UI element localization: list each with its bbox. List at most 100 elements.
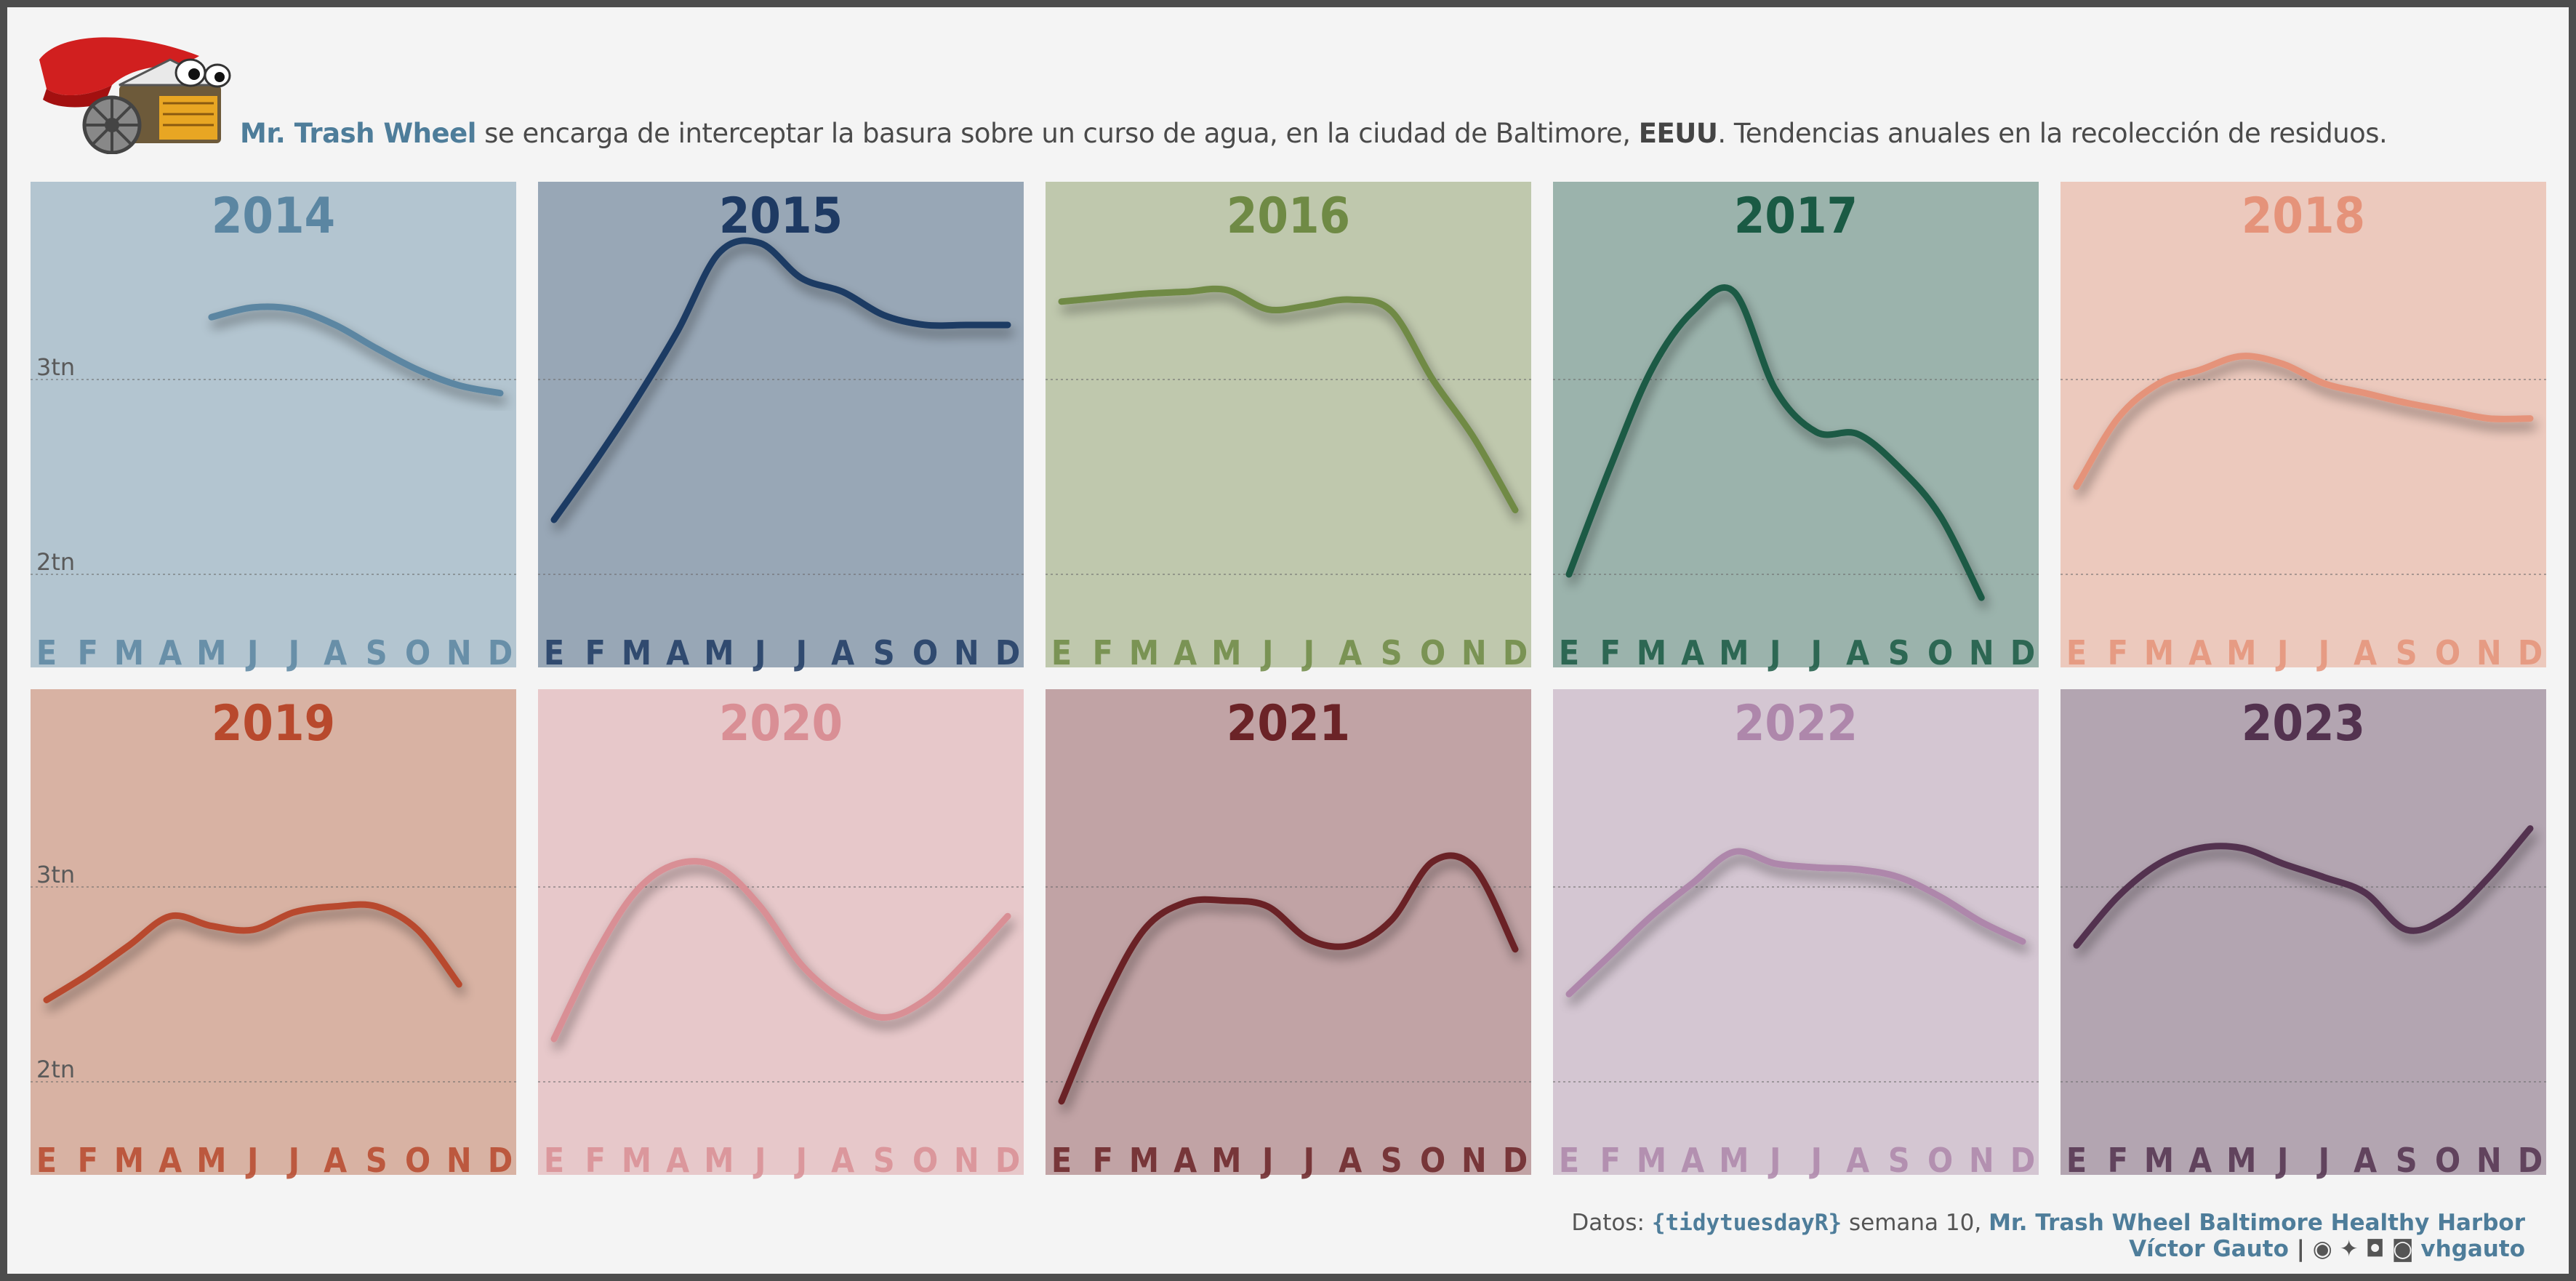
month-label: A xyxy=(2188,1141,2212,1180)
panel-background-2022 xyxy=(1553,689,2039,1175)
month-label: J xyxy=(1768,633,1781,672)
month-label: N xyxy=(2476,633,2502,672)
panel-background-2016 xyxy=(1046,182,1531,667)
month-label: N xyxy=(2476,1141,2502,1180)
series-line-2019 xyxy=(43,901,462,1003)
month-label: S xyxy=(2396,633,2417,672)
month-label: O xyxy=(2435,1141,2460,1180)
month-label: O xyxy=(912,633,938,672)
month-label: F xyxy=(1093,1141,1113,1180)
month-label: A xyxy=(1173,1141,1197,1180)
month-label: J xyxy=(794,1141,807,1180)
year-label-2022: 2022 xyxy=(1734,695,1858,752)
author-handle[interactable]: vhgauto xyxy=(2420,1236,2525,1262)
month-label: F xyxy=(2108,1141,2128,1180)
month-label: E xyxy=(36,1141,57,1180)
month-label: E xyxy=(2066,633,2087,672)
month-label: A xyxy=(1846,633,1869,672)
month-label: A xyxy=(159,633,182,672)
panel-background-2019 xyxy=(31,689,516,1175)
month-label: D xyxy=(995,633,1020,672)
author-name: Víctor Gauto xyxy=(2129,1236,2289,1262)
month-label: M xyxy=(196,633,226,672)
month-label: A xyxy=(159,1141,182,1180)
year-label-2018: 2018 xyxy=(2242,188,2365,245)
month-label: M xyxy=(2226,633,2256,672)
month-label: M xyxy=(1637,633,1666,672)
year-label-2016: 2016 xyxy=(1227,188,1350,245)
month-label: M xyxy=(1129,1141,1159,1180)
month-label: A xyxy=(1339,633,1362,672)
month-label: F xyxy=(1093,633,1113,672)
poster-frame: Mr. Trash Wheel se encarga de intercepta… xyxy=(7,7,2569,1274)
month-label: S xyxy=(873,633,895,672)
panel-background-2023 xyxy=(2061,689,2546,1175)
month-label: D xyxy=(995,1141,1020,1180)
month-label: D xyxy=(1503,633,1528,672)
month-label: J xyxy=(1809,1141,1822,1180)
month-label: E xyxy=(544,1141,564,1180)
month-label: N xyxy=(1461,1141,1487,1180)
brand-name: Mr. Trash Wheel xyxy=(240,118,476,149)
month-label: N xyxy=(1969,1141,1994,1180)
month-label: M xyxy=(1719,633,1749,672)
month-label: J xyxy=(753,1141,766,1180)
caption-line-2: Víctor Gauto | ◉ ✦ ◘ ◙ vhgauto xyxy=(1571,1236,2525,1262)
month-label: S xyxy=(366,1141,388,1180)
month-label: O xyxy=(912,1141,938,1180)
month-label: E xyxy=(1559,633,1579,672)
month-label: A xyxy=(666,633,689,672)
y-tick-label: 3tn xyxy=(36,353,75,381)
instagram-icon[interactable]: ◘ xyxy=(2365,1236,2385,1262)
month-label: M xyxy=(704,1141,734,1180)
month-label: E xyxy=(1051,633,1072,672)
month-label: F xyxy=(78,633,98,672)
series-line-2017 xyxy=(1565,284,1985,601)
github-icon[interactable]: ◉ xyxy=(2312,1236,2332,1262)
twitter-icon[interactable]: ✦ xyxy=(2339,1236,2359,1262)
month-label: J xyxy=(1260,633,1273,672)
month-label: M xyxy=(704,633,734,672)
month-label: D xyxy=(488,1141,513,1180)
month-label: M xyxy=(2144,633,2174,672)
mastodon-icon[interactable]: ◙ xyxy=(2391,1236,2414,1262)
month-label: A xyxy=(1681,1141,1704,1180)
subtitle-text-1: se encarga de interceptar la basura sobr… xyxy=(476,118,1639,149)
month-label: O xyxy=(1927,1141,1953,1180)
month-label: M xyxy=(196,1141,226,1180)
month-label: M xyxy=(1211,1141,1241,1180)
month-label: E xyxy=(1051,1141,1072,1180)
month-label: N xyxy=(446,633,472,672)
series-line-2018 xyxy=(2073,353,2534,490)
package-name: {tidytuesdayR} xyxy=(1651,1210,1842,1236)
month-label: A xyxy=(1681,633,1704,672)
month-label: F xyxy=(585,1141,606,1180)
mr-trash-wheel-logo xyxy=(39,37,231,154)
month-label: M xyxy=(2226,1141,2256,1180)
month-label: S xyxy=(1888,1141,1910,1180)
month-label: O xyxy=(1927,633,1953,672)
caption-separator: | xyxy=(2288,1236,2313,1262)
month-label: O xyxy=(1420,633,1445,672)
month-label: J xyxy=(245,633,258,672)
month-label: O xyxy=(405,633,430,672)
subtitle-text-2: . Tendencias anuales en la recolección d… xyxy=(1717,118,2388,149)
month-label: J xyxy=(2275,633,2288,672)
month-label: F xyxy=(2108,633,2128,672)
year-label-2017: 2017 xyxy=(1734,188,1858,245)
y-tick-label: 2tn xyxy=(36,1056,75,1083)
month-label: J xyxy=(2275,1141,2288,1180)
month-label: N xyxy=(1461,633,1487,672)
y-tick-label: 2tn xyxy=(36,548,75,576)
month-label: A xyxy=(831,633,854,672)
series-line-2022 xyxy=(1565,848,2026,997)
month-label: N xyxy=(446,1141,472,1180)
month-label: A xyxy=(2188,633,2212,672)
month-label: F xyxy=(1600,633,1621,672)
month-label: A xyxy=(2354,633,2377,672)
